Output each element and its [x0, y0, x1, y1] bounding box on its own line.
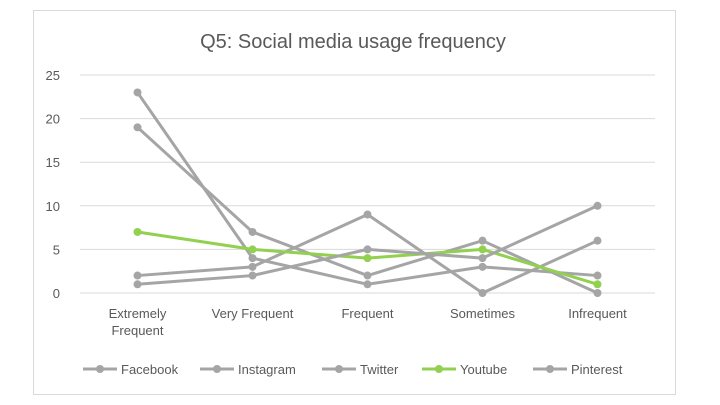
data-point: [248, 227, 257, 236]
series-lines: [133, 88, 602, 297]
y-tick-label: 15: [46, 155, 60, 170]
gridlines: [80, 74, 655, 294]
legend-label: Facebook: [121, 362, 179, 377]
data-point: [593, 201, 602, 210]
legend: Facebook Instagram Twitter Youtube Pinterest: [83, 362, 623, 377]
data-point: [133, 88, 142, 97]
data-point: [478, 236, 487, 245]
legend-label: Twitter: [360, 362, 399, 377]
y-tick-label: 5: [53, 242, 60, 257]
data-point: [478, 262, 487, 271]
data-point: [478, 245, 487, 254]
series-instagram: [133, 123, 602, 297]
data-point: [248, 245, 257, 254]
chart-title: Q5: Social media usage frequency: [200, 31, 506, 53]
series-pinterest: [133, 201, 602, 289]
data-point: [248, 271, 257, 280]
data-point: [363, 254, 372, 263]
legend-item-facebook: Facebook: [83, 362, 179, 377]
legend-label: Pinterest: [571, 362, 623, 377]
legend-item-youtube: Youtube: [422, 362, 507, 377]
y-tick-label: 20: [46, 112, 60, 127]
data-point: [593, 236, 602, 245]
legend-swatch-marker: [96, 365, 104, 373]
legend-swatch-marker: [335, 365, 343, 373]
data-point: [363, 271, 372, 280]
x-tick-label: Frequent: [341, 306, 393, 321]
x-tick-label: Very Frequent: [212, 306, 294, 321]
x-tick-label: Infrequent: [568, 306, 627, 321]
series-facebook: [133, 88, 602, 289]
legend-swatch-marker: [213, 365, 221, 373]
series-line-instagram: [136, 125, 599, 295]
data-point: [363, 210, 372, 219]
legend-item-pinterest: Pinterest: [533, 362, 623, 377]
data-point: [133, 123, 142, 132]
x-tick-label: Extremely Frequent: [109, 306, 167, 338]
legend-swatch-marker: [435, 365, 443, 373]
data-point: [363, 245, 372, 254]
x-axis-ticks: Extremely Frequent Very Frequent Frequent So…: [109, 306, 628, 338]
data-point: [363, 280, 372, 289]
chart-frame: [33, 10, 676, 395]
data-point: [593, 271, 602, 280]
x-tick-label: Sometimes: [450, 306, 516, 321]
series-twitter: [133, 210, 602, 297]
data-point: [248, 262, 257, 271]
y-tick-label: 25: [46, 68, 60, 83]
y-axis-ticks: 0 5 10 15 20 25: [46, 68, 60, 301]
legend-item-twitter: Twitter: [322, 362, 399, 377]
data-point: [593, 280, 602, 289]
data-point: [133, 280, 142, 289]
data-point: [478, 289, 487, 297]
series-youtube: [133, 227, 602, 289]
data-point: [478, 254, 487, 263]
y-tick-label: 0: [53, 286, 60, 301]
y-tick-label: 10: [46, 199, 60, 214]
data-point: [248, 254, 257, 263]
data-point: [133, 227, 142, 236]
legend-swatch-marker: [546, 365, 554, 373]
data-point: [593, 289, 602, 297]
legend-label: Instagram: [238, 362, 296, 377]
legend-item-instagram: Instagram: [200, 362, 296, 377]
legend-label: Youtube: [460, 362, 507, 377]
data-point: [133, 271, 142, 280]
